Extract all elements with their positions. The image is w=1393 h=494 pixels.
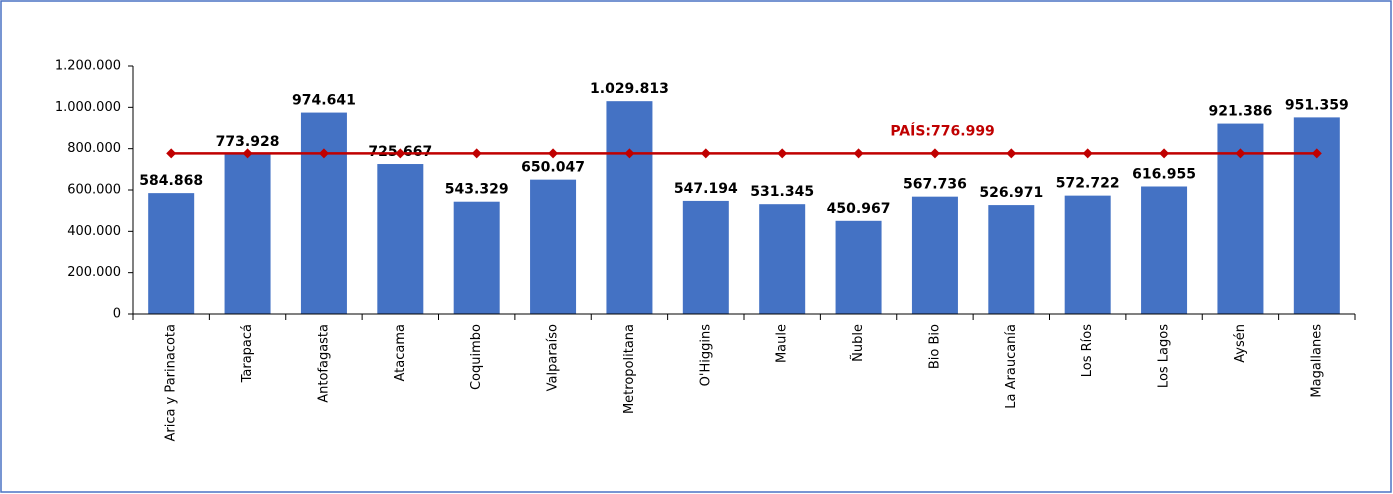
value-label: 921.386 [1209, 104, 1273, 120]
bar [377, 164, 424, 314]
x-tick-label: Arica y Parinacota [164, 324, 179, 441]
x-tick-label: Metropolitana [622, 324, 637, 414]
y-tick-label: 1.200.000 [55, 59, 121, 74]
line-marker [777, 148, 788, 159]
value-label: 974.641 [292, 93, 356, 109]
line-marker [318, 148, 329, 159]
bar [300, 112, 347, 315]
x-tick-label: Los Lagos [1157, 324, 1172, 388]
y-tick-label: 1.000.000 [55, 100, 121, 115]
value-label: 531.345 [750, 184, 814, 200]
bar [453, 201, 500, 314]
value-label: 572.722 [1056, 176, 1120, 192]
value-label: 951.359 [1285, 97, 1349, 113]
line-marker [929, 148, 940, 159]
line-marker [1235, 148, 1246, 159]
x-tick-label: Aysén [1233, 324, 1248, 363]
line-marker [166, 148, 177, 159]
bar [148, 193, 195, 314]
bar [224, 154, 271, 314]
line-marker [1006, 148, 1017, 159]
line-marker [242, 148, 253, 159]
bar [911, 196, 958, 314]
line-marker [1159, 148, 1170, 159]
value-label: 450.967 [827, 201, 891, 217]
line-marker [624, 148, 635, 159]
value-label: 526.971 [979, 185, 1043, 201]
line-marker [700, 148, 711, 159]
x-tick-label: Magallanes [1309, 324, 1324, 398]
y-tick-label: 800.000 [67, 141, 121, 156]
bar [1293, 117, 1340, 314]
bar [988, 205, 1035, 314]
line-marker [1082, 148, 1093, 159]
bar [682, 200, 729, 314]
line-marker [853, 148, 864, 159]
x-tick-label: Coquimbo [469, 324, 484, 390]
x-tick-label: Antofagasta [316, 324, 331, 403]
value-label: 547.194 [674, 181, 738, 197]
x-tick-label: Maule [775, 324, 790, 363]
line-marker [548, 148, 559, 159]
value-label: 650.047 [521, 160, 585, 176]
y-tick-label: 600.000 [67, 183, 121, 198]
value-label: 543.329 [445, 182, 509, 198]
x-tick-label: La Araucanía [1004, 324, 1019, 409]
bar [835, 220, 882, 314]
y-tick-label: 400.000 [67, 224, 121, 239]
line-marker [395, 148, 406, 159]
bar [759, 204, 806, 314]
bar [1141, 186, 1188, 314]
line-marker [1311, 148, 1322, 159]
x-tick-label: Atacama [393, 324, 408, 381]
bar [530, 179, 577, 314]
x-tick-label: Valparaíso [546, 324, 561, 391]
annotation: PAÍS:776.999 [890, 122, 994, 139]
bar [1064, 195, 1111, 314]
value-label: 584.868 [139, 173, 203, 189]
y-tick-label: 0 [113, 307, 121, 322]
value-label: 1.029.813 [590, 81, 669, 97]
x-tick-label: Los Ríos [1080, 324, 1095, 377]
y-tick-label: 200.000 [67, 265, 121, 280]
bar [606, 101, 653, 314]
value-label: 616.955 [1132, 166, 1196, 182]
x-tick-label: O'Higgins [698, 324, 713, 387]
x-tick-label: Bio Bio [927, 324, 942, 369]
value-label: 773.928 [216, 134, 280, 150]
line-marker [471, 148, 482, 159]
x-tick-label: Ñuble [850, 324, 866, 362]
value-label: 567.736 [903, 177, 967, 193]
x-tick-label: Tarapacá [240, 324, 255, 383]
